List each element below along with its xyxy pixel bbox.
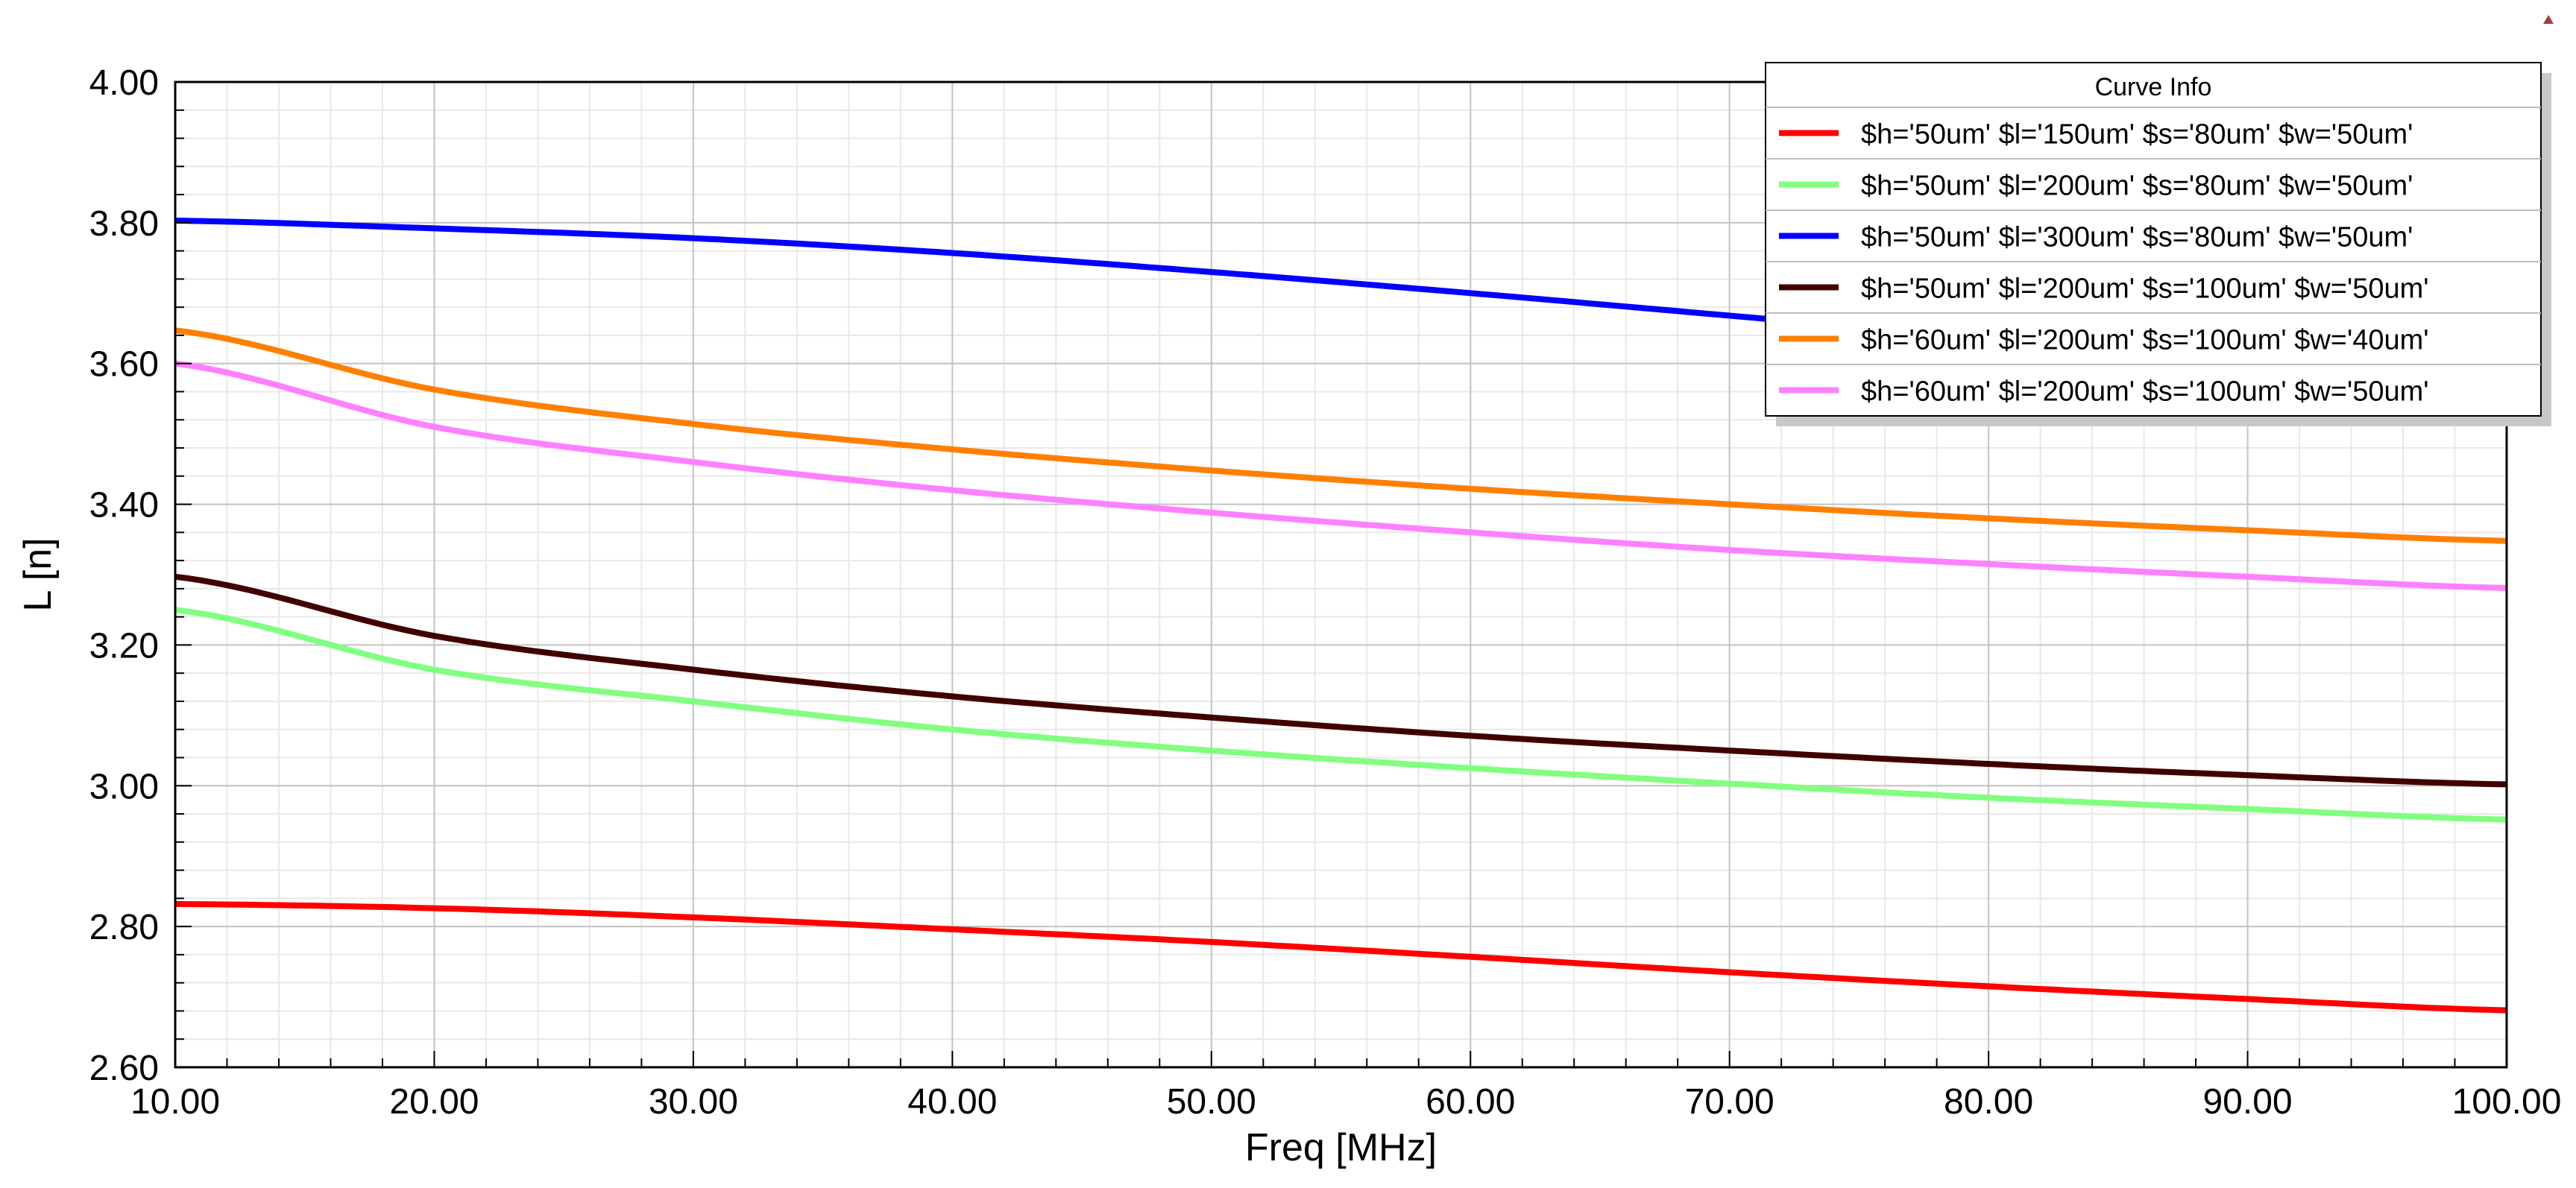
x-tick-label: 70.00 — [1685, 1082, 1774, 1122]
x-tick-label: 20.00 — [389, 1082, 479, 1122]
legend-title: Curve Info — [2095, 73, 2212, 101]
x-tick-label: 80.00 — [1944, 1082, 2033, 1122]
y-tick-label: 2.60 — [89, 1049, 159, 1088]
series-line-1 — [174, 900, 2507, 1014]
y-tick-label: 3.60 — [89, 345, 159, 385]
x-tick-label: 50.00 — [1167, 1082, 1256, 1122]
legend[interactable]: Curve Info $h='50um' $l='150um' $s='80um… — [1765, 62, 2551, 426]
y-tick-label: 4.00 — [89, 63, 159, 103]
series-line-6 — [174, 360, 2507, 591]
series-line-4 — [174, 573, 2507, 788]
y-tick-labels: 2.60 2.80 3.00 3.20 3.40 3.60 3.80 4.00 — [89, 63, 159, 1088]
legend-entry-label: $h='50um' $l='200um' $s='80um' $w='50um' — [1861, 171, 2413, 202]
x-tick-label: 100.00 — [2452, 1082, 2562, 1122]
legend-entry-label: $h='60um' $l='200um' $s='100um' $w='50um… — [1861, 376, 2429, 408]
legend-entries: $h='50um' $l='150um' $s='80um' $w='50um'… — [1766, 107, 2541, 408]
series-line-2 — [174, 607, 2507, 823]
y-tick-label: 3.40 — [89, 486, 159, 525]
legend-entry-label: $h='50um' $l='300um' $s='80um' $w='50um' — [1861, 222, 2413, 253]
x-tick-label: 30.00 — [649, 1082, 738, 1122]
plot-frame — [174, 80, 2508, 1069]
legend-entry-label: $h='60um' $l='200um' $s='100um' $w='40um… — [1861, 325, 2429, 356]
legend-entry-label: $h='50um' $l='200um' $s='100um' $w='50um… — [1861, 274, 2429, 305]
marker-icon — [2543, 15, 2554, 24]
y-tick-label: 2.80 — [89, 908, 159, 947]
series-line-5 — [174, 327, 2507, 544]
y-tick-label: 3.00 — [89, 767, 159, 806]
x-tick-label: 40.00 — [907, 1082, 997, 1122]
x-tick-label: 60.00 — [1426, 1082, 1515, 1122]
axis-ticks — [174, 81, 2507, 1068]
legend-box — [1765, 62, 2542, 417]
y-axis-label: L [n] — [16, 537, 60, 611]
x-tick-label: 10.00 — [130, 1082, 220, 1122]
legend-entry-label: $h='50um' $l='150um' $s='80um' $w='50um' — [1861, 119, 2413, 151]
y-tick-label: 3.80 — [89, 204, 159, 244]
series-layer — [174, 218, 2507, 1014]
x-tick-labels: 10.00 20.00 30.00 40.00 50.00 60.00 70.00 80.00… — [130, 1082, 2561, 1122]
x-tick-label: 90.00 — [2202, 1082, 2292, 1122]
y-tick-label: 3.20 — [89, 626, 159, 666]
x-axis-label: Freq [MHz] — [1245, 1126, 1437, 1169]
